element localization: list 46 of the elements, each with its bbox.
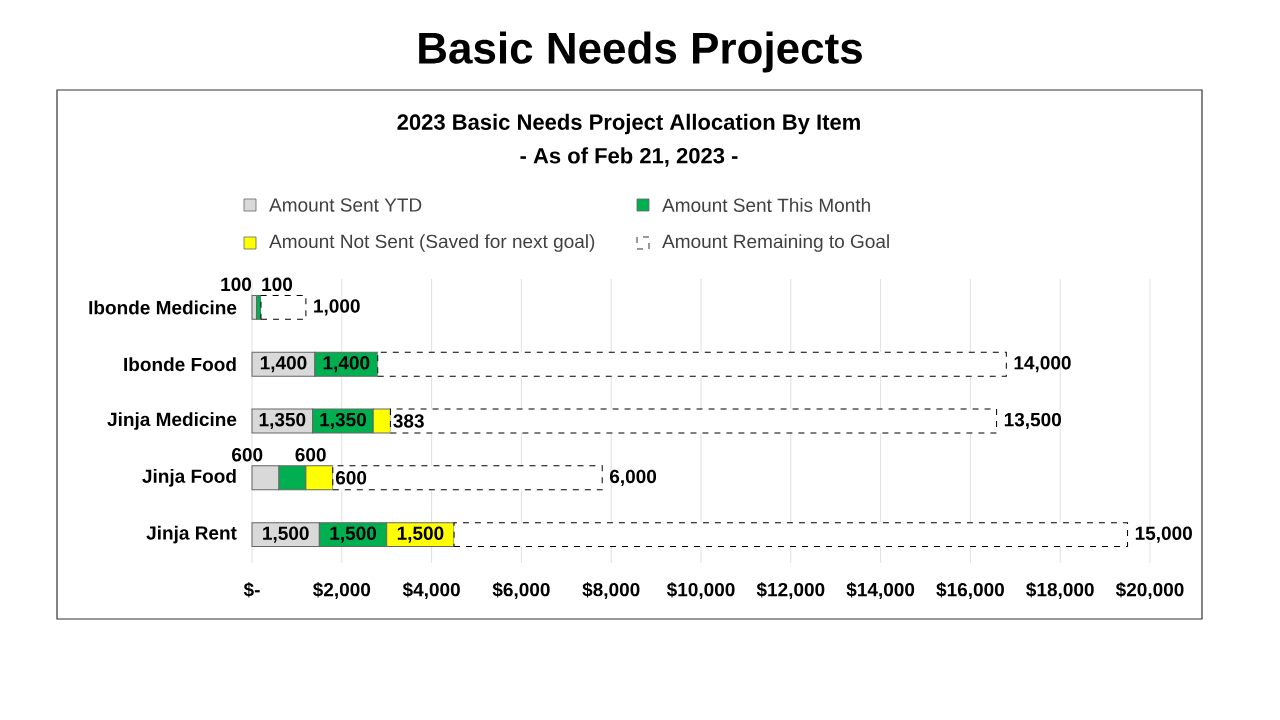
x-tick-label: $4,000 [402,582,460,600]
x-tick-label: $6,000 [492,582,550,600]
bar [377,351,1007,377]
y-tick-label: Jinja Food [142,468,236,487]
legend-label: Amount Not Sent (Saved for next goal) [269,234,595,252]
chart-subtitle: 2023 Basic Needs Project Allocation By Item [397,113,860,135]
bar [389,408,998,434]
x-tick-label: $20,000 [1115,582,1184,600]
x-tick-label: $16,000 [936,582,1004,600]
data-label: 600 [335,471,367,485]
data-label: 1,400 [260,356,307,373]
bar [332,465,603,491]
data-label: 1,500 [397,526,444,543]
data-label: 383 [393,414,424,428]
data-label: 15,000 [1135,526,1192,543]
data-label: 100 [262,277,293,292]
data-label: 14,000 [1014,356,1071,373]
x-tick-label: $10,000 [666,582,735,600]
data-label: 13,500 [1004,412,1061,430]
y-tick-label: Ibonde Food [124,357,236,372]
data-label: 1,500 [330,526,377,543]
legend-label: Amount Remaining to Goal [662,234,889,252]
data-label: 1,350 [259,412,306,430]
data-label: 1,500 [263,526,309,543]
data-label: 1,000 [314,299,360,316]
x-tick-label: $8,000 [582,582,640,600]
text: - As of Feb 21, 2023 - [520,147,738,167]
x-tick-label: $2,000 [313,582,371,600]
chart-title: Basic Needs Projects [419,31,862,73]
y-tick-label: Jinja Rent [146,525,237,544]
bar [453,522,1129,548]
legend-label: Amount Sent YTD [269,198,422,212]
x-tick-label: $12,000 [756,582,825,600]
data-label: 6,000 [609,469,657,486]
data-label: 1,400 [323,356,370,373]
x-tick-label: $18,000 [1026,582,1094,600]
legend-label: Amount Sent This Month [662,198,870,212]
y-tick-label: Jinja Medicine [107,412,237,430]
data-label: 1,350 [320,412,366,430]
x-tick-label: $- [243,582,260,598]
bar [260,294,307,320]
y-tick-label: Ibonde Medicine [89,300,237,315]
data-label: 100 [221,277,252,292]
x-tick-label: $14,000 [846,582,915,600]
data-label: 600 [232,448,263,462]
data-label: 600 [295,448,326,462]
